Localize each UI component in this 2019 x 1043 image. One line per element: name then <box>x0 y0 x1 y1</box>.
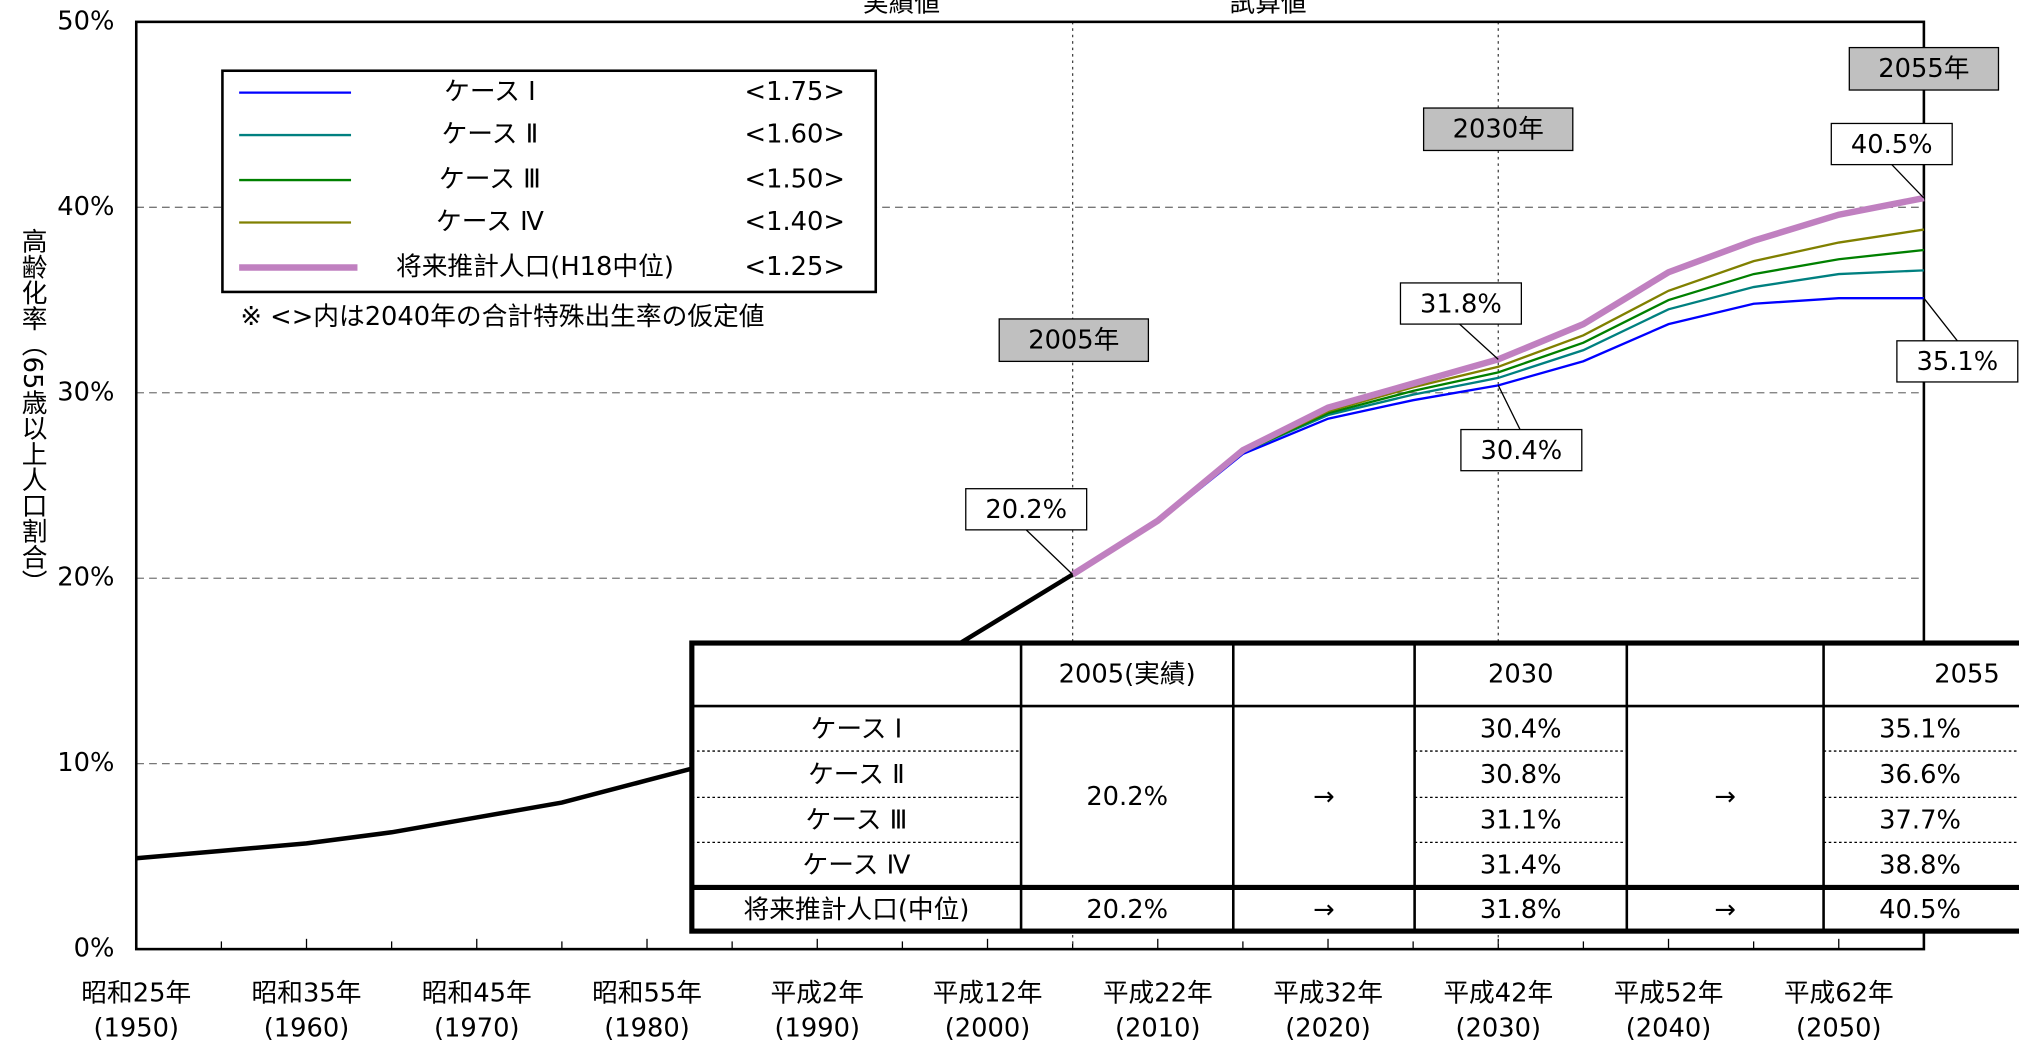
x-tick-label: (2030) <box>1456 1013 1542 1043</box>
table-cell: 35.1% <box>1879 714 1961 744</box>
callout-box <box>965 488 1088 531</box>
title-right: 試算値 <box>1229 0 1306 18</box>
table-cell: → <box>1313 782 1335 812</box>
legend-label: 将来推計人口(H18中位) <box>396 252 674 282</box>
x-era-label: 平成62年 <box>1784 979 1894 1009</box>
callout-leader <box>1923 297 1958 342</box>
callout-label: 35.1% <box>1916 347 1998 377</box>
callout-box <box>1830 122 1953 166</box>
table-cell: ケース Ⅲ <box>806 806 908 836</box>
x-era-label: 昭和45年 <box>422 979 532 1009</box>
table-cell: 31.1% <box>1480 806 1562 836</box>
legend-box <box>221 69 878 294</box>
y-tick-label: 10% <box>57 748 114 778</box>
table-cell: → <box>1714 895 1736 925</box>
title-left: 実績値 <box>863 0 940 18</box>
x-tick-label: (2040) <box>1626 1013 1712 1043</box>
table-cell: 40.5% <box>1879 895 1961 925</box>
legend-label: ケース Ⅰ <box>444 77 536 107</box>
callout-label: 40.5% <box>1851 130 1933 160</box>
table-cell: 36.6% <box>1879 760 1961 790</box>
x-era-label: 昭和25年 <box>81 979 191 1009</box>
callout-box <box>1896 340 2019 383</box>
x-era-label: 平成12年 <box>933 979 1043 1009</box>
table-header: 2030 <box>1488 660 1553 690</box>
x-era-label: 昭和35年 <box>252 979 362 1009</box>
x-tick-label: (2020) <box>1285 1013 1371 1043</box>
year-marker-box <box>1422 107 1574 152</box>
x-tick-label: (1950) <box>93 1013 179 1043</box>
year-marker-box <box>1848 46 2000 91</box>
callout-leader <box>1459 323 1499 360</box>
y-axis-label: 高齢化率（65歳以上人口割合） <box>17 228 47 595</box>
x-era-label: 平成32年 <box>1273 979 1383 1009</box>
x-tick-label: (2010) <box>1115 1013 1201 1043</box>
legend-tfr: <1.75> <box>745 77 845 107</box>
year-marker: 2005年 <box>1028 325 1119 355</box>
x-tick-label: (1970) <box>434 1013 520 1043</box>
legend-tfr: <1.60> <box>745 120 845 150</box>
callout-leader <box>1497 385 1521 430</box>
table-cell: ケース Ⅳ <box>803 851 911 881</box>
callout-leader <box>1891 164 1925 199</box>
x-tick-label: (1990) <box>774 1013 860 1043</box>
table-cell: 将来推計人口(中位) <box>744 895 970 925</box>
plot-frame <box>134 20 1926 951</box>
table-cell: 30.4% <box>1480 714 1562 744</box>
table-cell: 31.8% <box>1480 895 1562 925</box>
table-header: 2005(実績) <box>1059 660 1196 690</box>
x-tick-label: (1960) <box>264 1013 350 1043</box>
callout-box <box>1399 282 1522 325</box>
y-tick-label: 30% <box>57 377 114 407</box>
y-tick-label: 50% <box>57 6 114 36</box>
year-marker-box <box>998 318 1150 363</box>
x-tick-label: (2000) <box>945 1013 1031 1043</box>
x-era-label: 昭和55年 <box>592 979 702 1009</box>
table-cell: → <box>1313 895 1335 925</box>
table-cell: 38.8% <box>1879 851 1961 881</box>
legend-label: ケース Ⅳ <box>436 207 544 237</box>
callout-leader <box>1025 529 1074 575</box>
table-bg <box>689 640 2019 934</box>
x-tick-label: (2050) <box>1796 1013 1882 1043</box>
table-cell: ケース Ⅰ <box>811 714 903 744</box>
legend-note: ※ <>内は2040年の合計特殊出生率の仮定値 <box>240 302 764 332</box>
legend-label: ケース Ⅲ <box>439 165 541 195</box>
y-tick-label: 20% <box>57 563 114 593</box>
y-tick-label: 40% <box>57 192 114 222</box>
x-era-label: 平成22年 <box>1103 979 1213 1009</box>
series-line <box>1070 194 1925 578</box>
table-cell: 20.2% <box>1086 895 1168 925</box>
table-cell: 31.4% <box>1480 851 1562 881</box>
table-header: 2055 <box>1934 660 1999 690</box>
legend-tfr: <1.40> <box>745 207 845 237</box>
callout-box <box>1460 428 1583 472</box>
legend-tfr: <1.25> <box>745 252 845 282</box>
table-cell: 30.8% <box>1480 760 1562 790</box>
year-marker: 2030年 <box>1453 114 1544 144</box>
table-cell: → <box>1714 782 1736 812</box>
year-marker: 2055年 <box>1878 54 1969 84</box>
x-era-label: 平成42年 <box>1443 979 1553 1009</box>
legend-tfr: <1.50> <box>745 165 845 195</box>
y-tick-label: 0% <box>74 934 115 964</box>
x-era-label: 平成2年 <box>770 979 864 1009</box>
table-cell: 37.7% <box>1879 806 1961 836</box>
callout-label: 20.2% <box>985 495 1067 525</box>
callout-label: 30.4% <box>1481 436 1563 466</box>
x-tick-label: (1980) <box>604 1013 690 1043</box>
table-cell: ケース Ⅱ <box>808 760 905 790</box>
x-era-label: 平成52年 <box>1614 979 1724 1009</box>
legend-label: ケース Ⅱ <box>442 120 539 150</box>
table-cell: 20.2% <box>1086 782 1168 812</box>
callout-label: 31.8% <box>1420 289 1502 319</box>
